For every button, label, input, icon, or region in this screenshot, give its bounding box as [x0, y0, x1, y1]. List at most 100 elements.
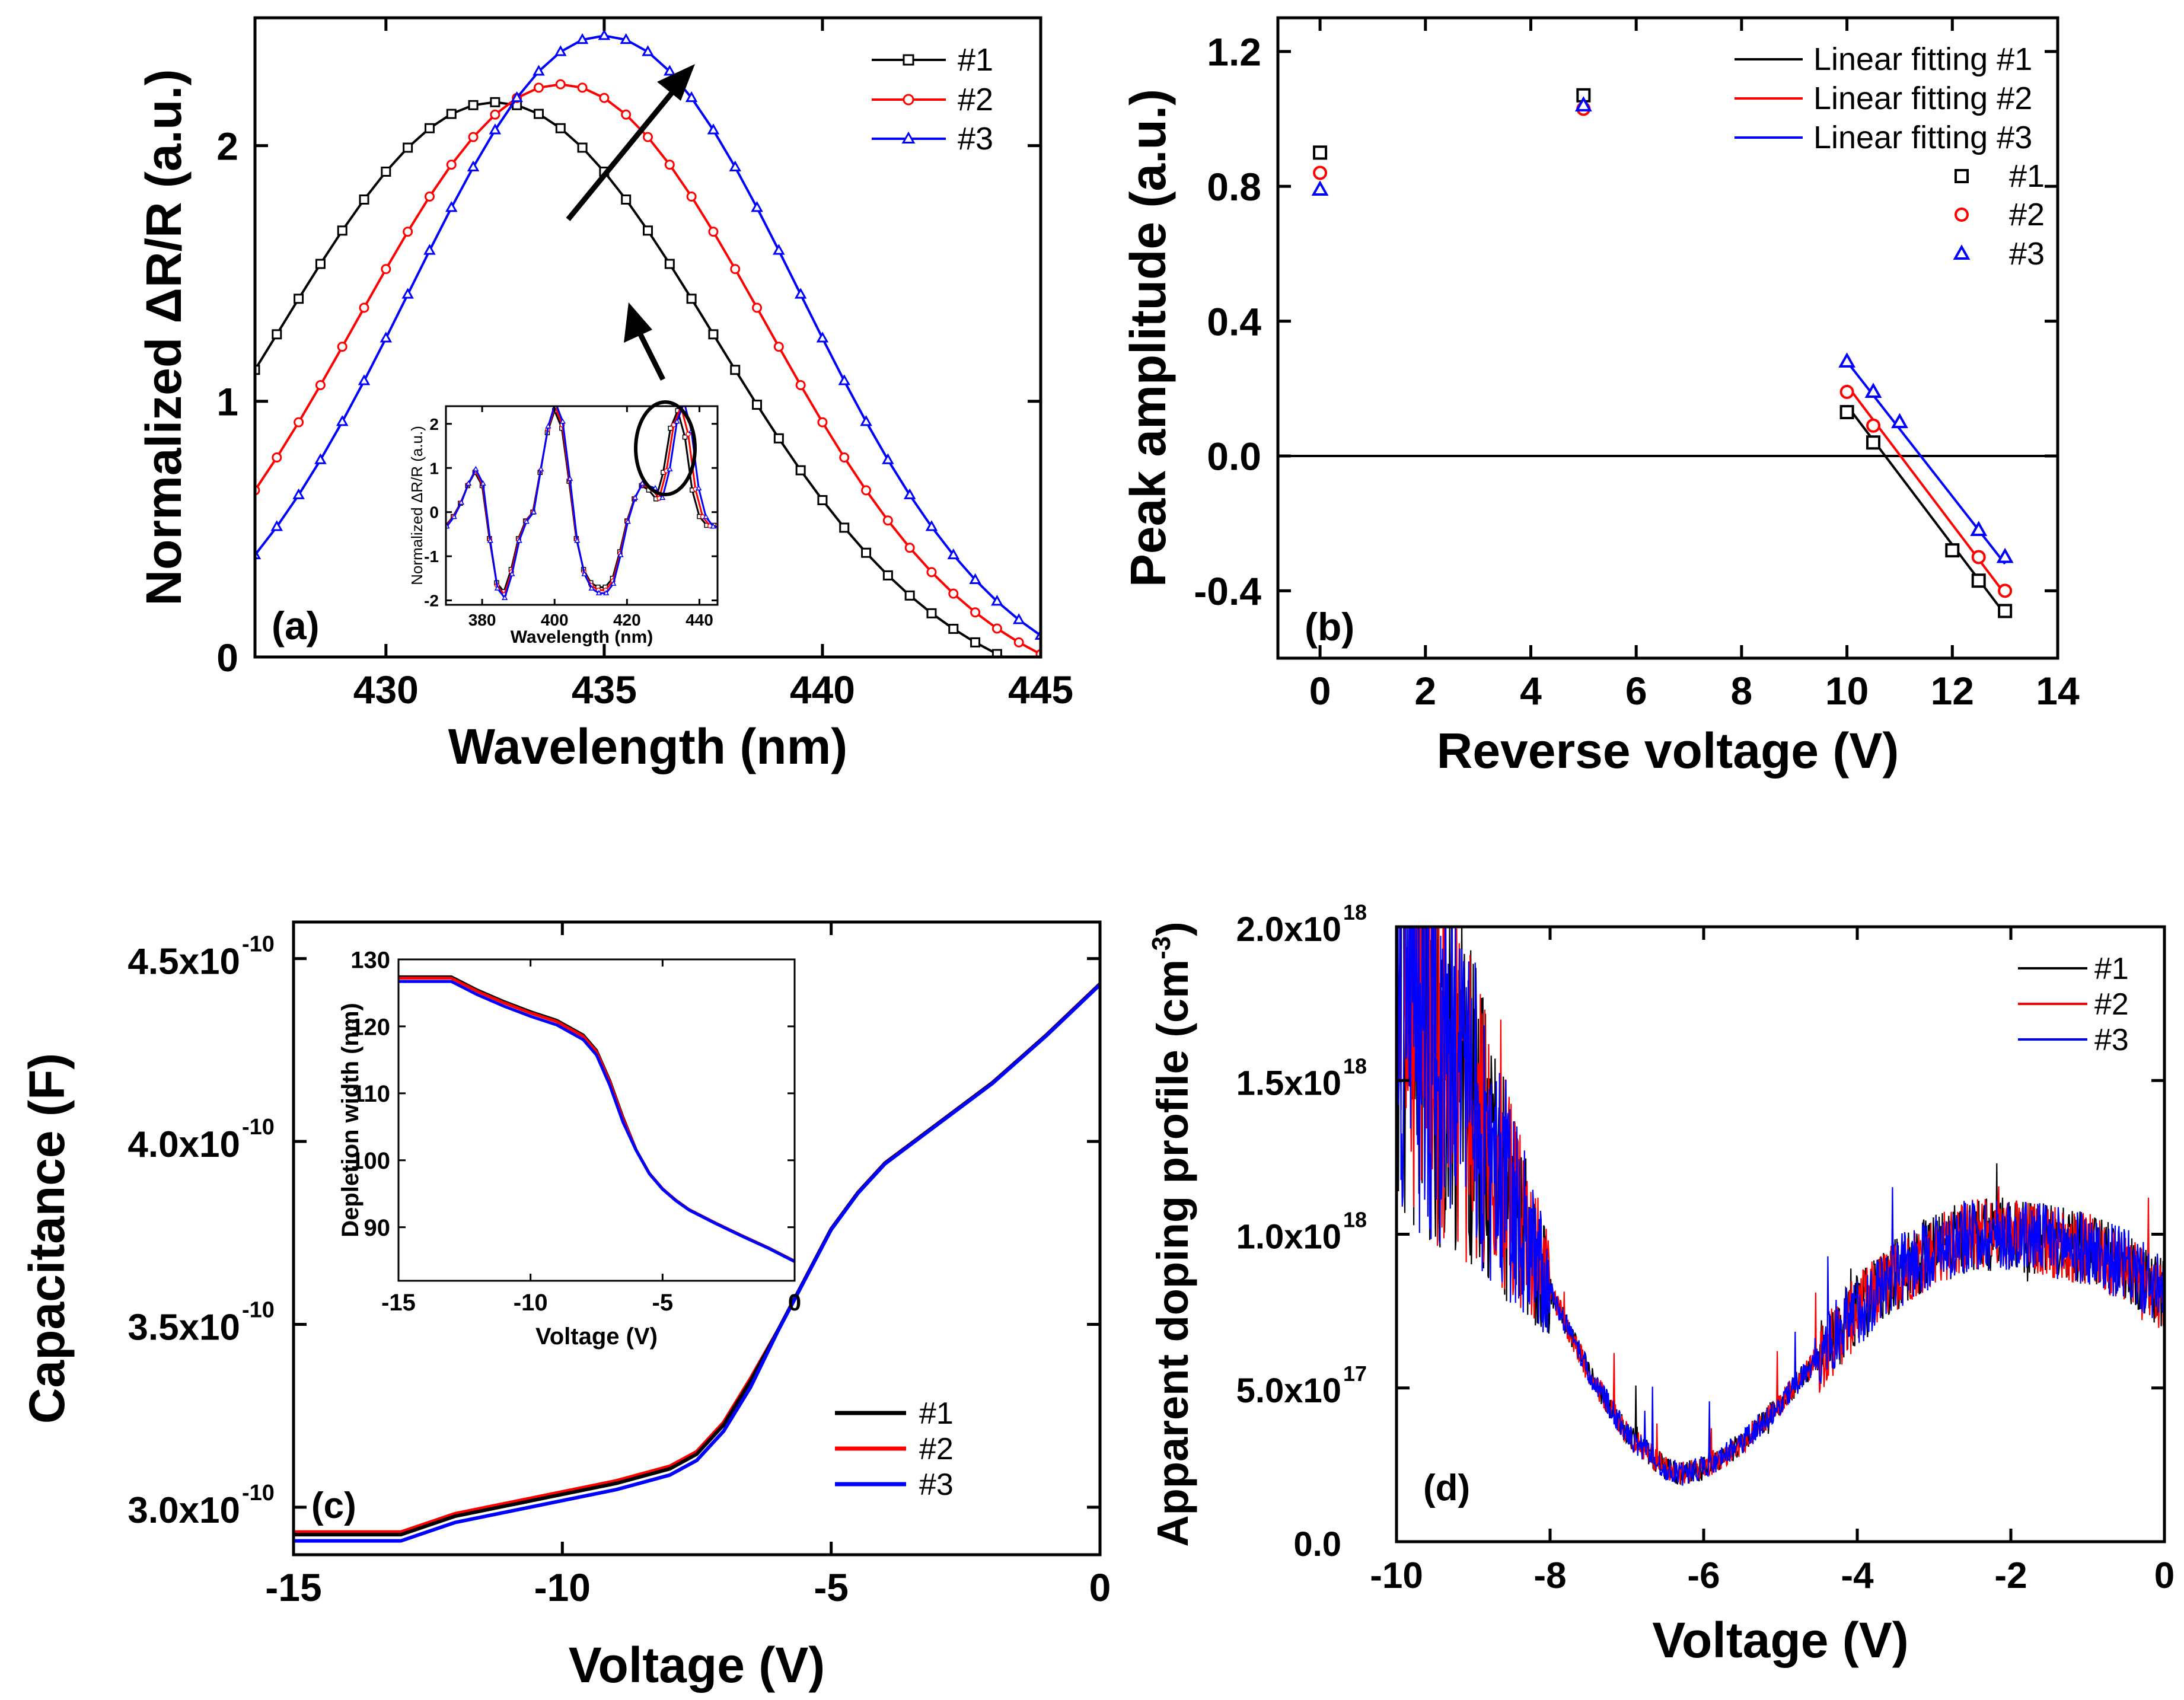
- y-tick-label: 0.8: [1207, 165, 1261, 209]
- x-axis-label: Voltage (V): [569, 1637, 825, 1693]
- legend-label: #1: [919, 1396, 954, 1431]
- y-axis-label-close: ): [1148, 921, 1197, 936]
- data-point: [970, 607, 981, 618]
- inset-point: [487, 537, 493, 543]
- panel-b: 0 2 4 6 8 10 12 14 -0.4 0.0 0.4 0.8 1.2 Reverse volta…: [1120, 16, 2080, 779]
- data-point: [1891, 413, 1908, 429]
- data-point: [903, 488, 916, 499]
- y-tick-exponent: 18: [1343, 1208, 1367, 1232]
- x-tick-label: 0: [1089, 1565, 1111, 1609]
- data-point: [882, 453, 894, 464]
- legend-marker: [1955, 208, 1969, 222]
- y-tick-label: 2.0x10: [1236, 910, 1341, 949]
- y-tick-label: 0: [216, 636, 238, 680]
- y-axis-label: Normalized ΔR/R (a.u.): [136, 69, 192, 605]
- data-point: [861, 485, 872, 496]
- data-point: [708, 227, 719, 237]
- y-tick-exponent: -10: [242, 1297, 275, 1322]
- y-tick-label: 0: [429, 503, 439, 522]
- panel-label: (d): [1423, 1468, 1470, 1508]
- x-tick-label: 380: [468, 611, 496, 629]
- inset-point: [553, 400, 558, 404]
- data-point: [446, 109, 457, 119]
- legend-label: #3: [2094, 1023, 2129, 1057]
- data-point: [359, 194, 369, 205]
- x-tick-label: 445: [1008, 668, 1073, 712]
- data-point: [1998, 604, 2013, 618]
- x-tick-label: 8: [1731, 669, 1753, 713]
- x-tick-label: -15: [265, 1565, 321, 1609]
- data-point: [490, 109, 500, 120]
- y-tick-label: 2: [429, 415, 439, 433]
- data-point: [730, 365, 741, 375]
- data-point: [533, 65, 545, 76]
- data-point: [1839, 384, 1854, 399]
- data-point: [337, 225, 347, 236]
- inset-point: [632, 494, 639, 500]
- inset-point: [538, 465, 544, 471]
- y-tick-exponent: -10: [242, 1115, 275, 1140]
- data-point: [315, 380, 326, 391]
- data-point: [358, 374, 371, 385]
- inset-point: [509, 570, 515, 576]
- inset-point: [545, 423, 551, 429]
- legend-label: #2: [2094, 987, 2129, 1022]
- legend-label: #2: [919, 1432, 954, 1466]
- data-point: [423, 244, 436, 255]
- inset-point: [588, 585, 595, 591]
- plot-area-c: [294, 982, 1100, 1543]
- y-tick-label: 130: [350, 947, 390, 973]
- y-tick-label: 0.0: [1293, 1525, 1341, 1564]
- inset-point: [559, 418, 566, 424]
- inset-point: [667, 465, 673, 471]
- legend-label: #3: [919, 1468, 954, 1502]
- data-point: [489, 123, 502, 135]
- data-point: [969, 573, 981, 585]
- data-point: [1971, 573, 1986, 588]
- x-tick-label: -2: [1994, 1555, 2027, 1596]
- plot-frame: [445, 405, 719, 606]
- y-tick-exponent: -10: [242, 1481, 275, 1506]
- inset-point: [566, 475, 573, 481]
- data-point: [773, 433, 784, 444]
- data-point: [380, 331, 393, 343]
- y-tick-label: 90: [364, 1215, 391, 1241]
- y-tick-exponent: 18: [1343, 1054, 1367, 1078]
- data-point: [359, 302, 369, 313]
- data-point: [424, 123, 435, 133]
- data-point: [490, 97, 500, 107]
- data-point: [554, 45, 567, 56]
- x-tick-label: -10: [514, 1290, 548, 1316]
- x-tick-label: 440: [790, 668, 855, 712]
- y-tick-label: 4.0x10: [127, 1124, 240, 1165]
- legend-marker: [901, 131, 916, 143]
- legend-label: #3: [2009, 236, 2045, 272]
- data-point: [381, 264, 391, 275]
- inset-point: [581, 570, 588, 576]
- y-tick-exponent: 18: [1343, 900, 1367, 924]
- inset-point: [674, 418, 680, 424]
- series-line: [294, 983, 1100, 1543]
- data-point: [1012, 613, 1025, 624]
- data-point: [555, 123, 566, 133]
- data-point: [970, 637, 981, 648]
- x-tick-label: 430: [353, 668, 419, 712]
- inset-point: [451, 513, 457, 519]
- data-point: [991, 595, 1003, 606]
- inset-c: -15 -10 -5 0 90 100 110 120 130 Voltage (V) Deplet…: [337, 947, 801, 1350]
- inset-point: [458, 499, 465, 505]
- data-point: [533, 109, 544, 119]
- plot-frame: [292, 920, 1102, 1557]
- legend-label: #1: [2094, 952, 2129, 986]
- data-point: [664, 65, 676, 76]
- x-tick-label: 12: [1931, 669, 1974, 713]
- data-point: [948, 588, 959, 599]
- inset-point: [502, 594, 508, 600]
- data-point: [838, 374, 851, 385]
- data-point: [925, 520, 938, 531]
- x-tick-label: -10: [1370, 1555, 1423, 1596]
- data-point: [664, 160, 675, 170]
- arrow-head: [657, 64, 695, 101]
- inset-point: [603, 589, 610, 595]
